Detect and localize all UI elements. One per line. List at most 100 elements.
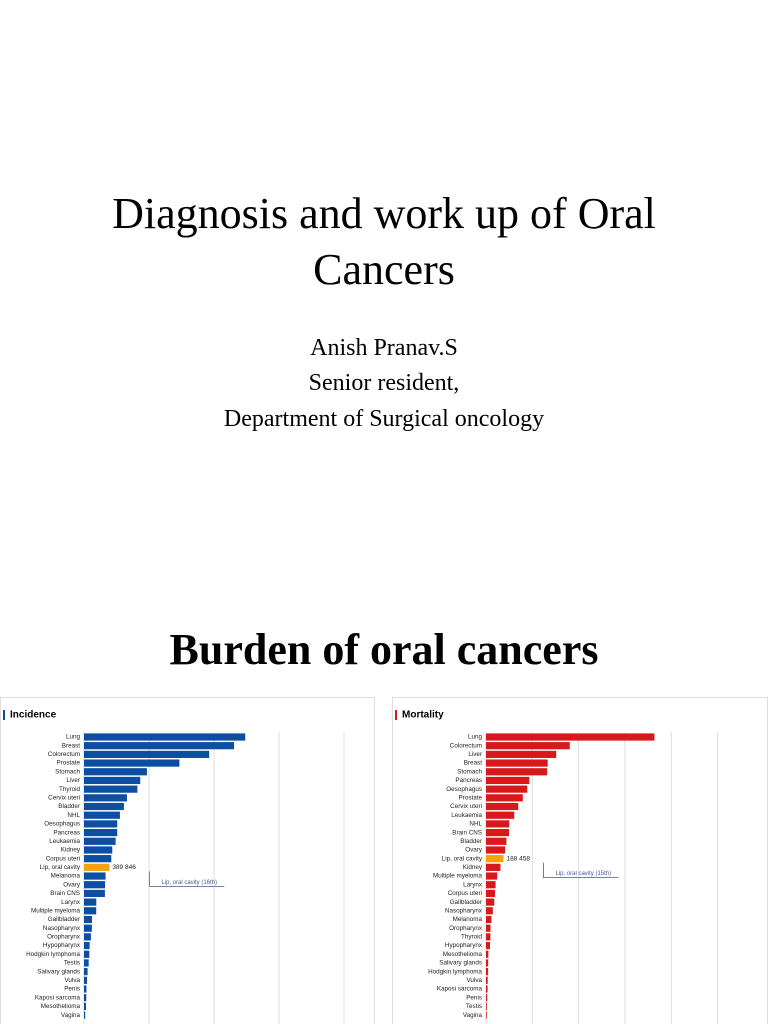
- category-label: Testis: [64, 960, 80, 967]
- bar: [486, 924, 491, 932]
- category-label: Bladder: [58, 803, 80, 810]
- annotation-line: [148, 871, 225, 887]
- bar: [486, 820, 510, 828]
- category-label: Vulva: [64, 977, 80, 984]
- category-label: Liver: [468, 751, 482, 758]
- category-label: Melanoma: [51, 873, 81, 880]
- bar: [486, 863, 501, 871]
- bar: [486, 828, 510, 837]
- bar: [84, 968, 88, 976]
- category-label: Leukaemia: [49, 838, 80, 845]
- category-label: Hodgkin lymphoma: [428, 968, 482, 975]
- bar: [486, 915, 492, 924]
- role: Senior resident,: [308, 370, 460, 396]
- category-label: Larynx: [61, 899, 81, 906]
- bar: [486, 907, 493, 915]
- category-label: Ovary: [465, 847, 483, 854]
- bar: [486, 994, 488, 1002]
- slide-title: Diagnosis and work up of Oral Cancers: [112, 189, 656, 294]
- bar: [84, 768, 147, 776]
- category-label: Lung: [468, 734, 483, 741]
- bar: [486, 768, 548, 776]
- annotation: Lip, oral cavity (15th): [555, 871, 611, 877]
- bar: [84, 1011, 86, 1019]
- category-label: Stomach: [457, 768, 482, 775]
- value-label: 389 846: [112, 864, 136, 871]
- bar: [486, 872, 498, 880]
- bar: [84, 794, 127, 802]
- category-label: Salivary glands: [439, 960, 482, 967]
- category-label: Breast: [464, 760, 482, 767]
- category-label: Stomach: [55, 768, 80, 775]
- category-label: Colorectum: [48, 751, 80, 758]
- category-label: Thyroid: [461, 934, 482, 941]
- bar: [486, 941, 490, 950]
- category-label: Prostate: [459, 795, 483, 802]
- category-label: Lip, oral cavity: [442, 855, 483, 862]
- bar: [84, 837, 116, 845]
- category-label: Oropharynx: [449, 925, 483, 932]
- category-label: Cervix uteri: [48, 795, 80, 802]
- bar: [84, 828, 118, 837]
- bar: [84, 750, 210, 758]
- category-label: Lip, oral cavity: [40, 864, 81, 871]
- category-label: Brain CNS: [452, 829, 482, 836]
- bar: [84, 907, 97, 915]
- category-label: Corpus uteri: [448, 890, 482, 897]
- category-label: Hypopharynx: [43, 942, 81, 949]
- category-label: Ovary: [63, 881, 81, 888]
- bar: [84, 959, 89, 967]
- category-label: Leukaemia: [451, 812, 482, 819]
- bar: [84, 994, 87, 1002]
- title-marker: [395, 710, 397, 720]
- bar: [486, 794, 523, 802]
- category-label: Multiple myeloma: [433, 873, 482, 880]
- category-label: Kaposi sarcoma: [35, 994, 81, 1001]
- category-label: Kaposi sarcoma: [437, 986, 483, 993]
- category-label: Colorectum: [450, 742, 482, 749]
- category-label: Liver: [66, 777, 80, 784]
- bar: [84, 802, 124, 811]
- bar: [486, 776, 530, 785]
- panel: [392, 697, 768, 1024]
- category-label: Oesophagus: [44, 821, 80, 828]
- annotation-line: [543, 862, 619, 879]
- bar: [84, 820, 118, 828]
- category-label: Prostate: [57, 760, 81, 767]
- bar: [486, 968, 489, 976]
- bar: [84, 742, 235, 750]
- category-label: Pancreas: [455, 777, 482, 784]
- bar: [84, 872, 106, 880]
- category-label: Hodgkin lymphoma: [26, 951, 80, 958]
- category-label: Pancreas: [53, 829, 80, 836]
- bar: [486, 733, 655, 741]
- bar: [486, 881, 496, 889]
- bar: [84, 733, 246, 741]
- bar: [486, 837, 507, 845]
- category-label: Thyroid: [59, 786, 80, 793]
- category-label: Cervix uteri: [450, 803, 482, 810]
- bar: [84, 1002, 86, 1010]
- bar: [486, 1011, 487, 1019]
- bar: [84, 846, 113, 854]
- chart-title: Mortality: [402, 710, 444, 721]
- category-label: Bladder: [460, 838, 482, 845]
- bar: [486, 985, 488, 993]
- category-label: Testis: [466, 1003, 482, 1010]
- category-label: Nasopharynx: [43, 925, 81, 932]
- category-label: Oesophagus: [446, 786, 482, 793]
- category-label: Salivary glands: [37, 968, 80, 975]
- category-label: Oropharynx: [47, 934, 81, 941]
- charts: IncidenceLungBreastColorectumProstateSto…: [0, 697, 768, 1024]
- category-label: Brain CNS: [50, 890, 80, 897]
- category-label: Vulva: [466, 977, 482, 984]
- category-label: Vagina: [61, 1012, 81, 1019]
- category-label: NHL: [67, 812, 80, 819]
- category-label: Vagina: [463, 1012, 483, 1019]
- bar: [84, 950, 90, 958]
- bar: [84, 759, 180, 767]
- bar: [486, 950, 489, 958]
- bar: [486, 846, 506, 854]
- category-label: NHL: [469, 821, 482, 828]
